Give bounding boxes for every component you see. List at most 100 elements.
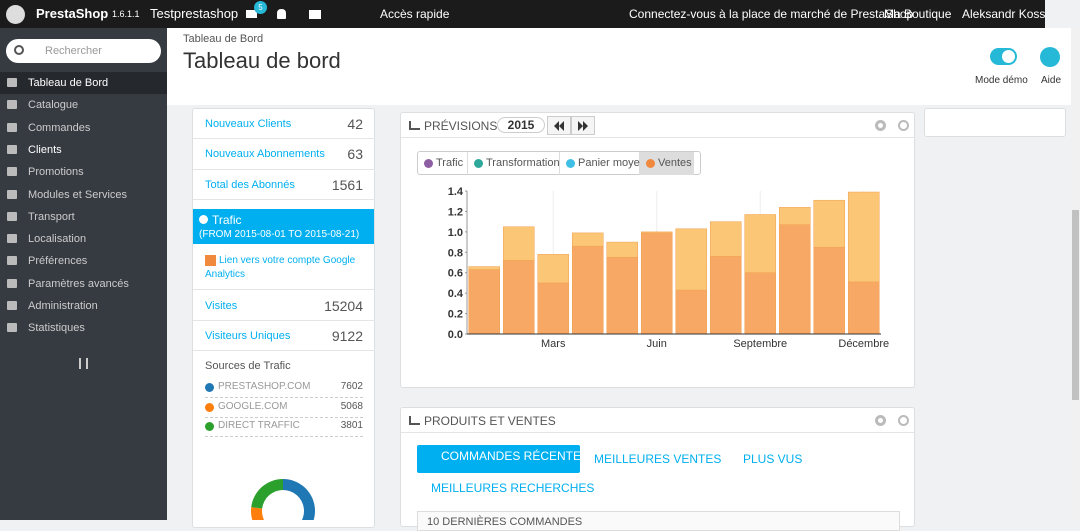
stat-label[interactable]: Total des Abonnés xyxy=(205,178,295,191)
marketplace-link[interactable]: Connectez-vous à la place de marché de P… xyxy=(629,7,914,21)
menu-item[interactable]: Administration xyxy=(0,295,167,317)
year: 2015 xyxy=(497,117,545,133)
stat-label[interactable]: Nouveaux Abonnements xyxy=(205,148,325,161)
refresh-icon[interactable] xyxy=(898,120,909,131)
menu-item[interactable]: Statistiques xyxy=(0,317,167,339)
traffic-title: Trafic xyxy=(212,213,242,227)
source-row: GOOGLE.COM 5068 xyxy=(205,399,363,418)
stat-value: 1561 xyxy=(331,176,363,193)
menu-item[interactable]: Localisation xyxy=(0,228,167,250)
page-header: Tableau de Bord Tableau de bord Mode dém… xyxy=(167,28,1080,105)
bar xyxy=(675,228,708,291)
menu-item[interactable]: Commandes xyxy=(0,117,167,139)
menu-icon xyxy=(7,100,17,110)
tab[interactable]: PLUS VUS xyxy=(743,452,803,466)
legend-item[interactable]: Ventes xyxy=(640,152,694,175)
message-icon[interactable] xyxy=(309,10,321,19)
traffic-label[interactable]: Visiteurs Uniques xyxy=(205,330,291,342)
brand[interactable]: PrestaShop xyxy=(36,6,109,21)
top-bar: PrestaShop 1.6.1.1 Testprestashop 5 Accè… xyxy=(0,0,1045,28)
customer-icon[interactable] xyxy=(277,9,286,19)
traffic-donut xyxy=(251,479,315,520)
menu-item[interactable]: Clients xyxy=(0,139,167,161)
cart-badge: 5 xyxy=(254,1,267,14)
search-box[interactable]: Rechercher xyxy=(6,39,161,63)
menu-label: Paramètres avancés xyxy=(28,277,129,290)
menu-item[interactable]: Promotions xyxy=(0,161,167,183)
sidebar: Rechercher Tableau de Bord Catalogue Comma… xyxy=(0,28,167,520)
menu-icon xyxy=(7,189,17,199)
menu-item[interactable]: Préférences xyxy=(0,250,167,272)
bar xyxy=(675,289,708,335)
forecast-title: PRÉVISIONS xyxy=(424,119,498,133)
bar xyxy=(502,260,535,335)
demo-label: Mode démo xyxy=(975,75,1028,86)
menu-label: Catalogue xyxy=(28,99,79,112)
bar xyxy=(502,226,535,261)
menu-icon xyxy=(7,211,17,221)
help-label[interactable]: Aide xyxy=(1041,75,1062,86)
y-tick-label: 0.6 xyxy=(448,268,463,280)
tab[interactable]: MEILLEURES VENTES xyxy=(594,452,722,466)
bar xyxy=(537,282,570,335)
legend-item[interactable]: Trafic xyxy=(418,152,468,175)
help-icon[interactable] xyxy=(1040,47,1060,67)
cart-icon[interactable] xyxy=(246,10,257,18)
user-menu[interactable]: Aleksandr Koss xyxy=(962,7,1046,21)
source-dot xyxy=(205,383,214,392)
menu-label: Promotions xyxy=(28,166,84,179)
bar xyxy=(744,214,777,273)
tab[interactable]: MEILLEURES RECHERCHES xyxy=(431,481,595,495)
chart-icon xyxy=(409,416,420,425)
menu: Tableau de Bord Catalogue Commandes Clients… xyxy=(0,72,167,372)
traffic-row: Visites 15204 xyxy=(193,291,375,321)
y-tick-label: 0.2 xyxy=(448,309,463,321)
forecast-chart: 0.0 0.2 0.4 0.6 0.8 1.0 1.2 1.4 Mars Juin Septembr… xyxy=(448,186,889,350)
config-icon[interactable] xyxy=(875,415,886,426)
active-tab-bg xyxy=(417,445,580,473)
x-tick-label: Décembre xyxy=(838,338,889,350)
config-icon[interactable] xyxy=(875,120,886,131)
legend-item[interactable]: Panier moyen xyxy=(560,152,646,175)
my-shop[interactable]: Ma Boutique xyxy=(884,7,952,21)
quick-access[interactable]: Accès rapide xyxy=(380,7,450,21)
stat-row: Nouveaux Clients 42 xyxy=(193,109,375,140)
legend-item[interactable]: Transformation xyxy=(468,152,560,175)
scroll-thumb[interactable] xyxy=(1072,210,1079,400)
bar xyxy=(778,224,811,335)
ga-link[interactable]: Lien vers votre compte Google Analytics xyxy=(205,255,356,280)
bar xyxy=(640,232,673,335)
version: 1.6.1.1 xyxy=(112,9,140,19)
refresh-icon[interactable] xyxy=(898,415,909,426)
demo-toggle[interactable] xyxy=(990,48,1017,65)
tab[interactable]: COMMANDES RÉCENTES xyxy=(441,449,590,463)
menu-item[interactable]: Catalogue xyxy=(0,94,167,116)
year-nav xyxy=(547,116,595,135)
bar xyxy=(468,266,501,270)
menu-item[interactable]: Tableau de Bord xyxy=(0,72,167,94)
y-tick-label: 0.8 xyxy=(448,247,463,259)
scrollbar xyxy=(1071,28,1080,520)
collapse-icon[interactable] xyxy=(79,358,88,369)
legend-label: Trafic xyxy=(436,157,464,169)
x-tick-label: Septembre xyxy=(733,338,787,350)
traffic-label[interactable]: Visites xyxy=(205,300,238,312)
menu-item[interactable]: Modules et Services xyxy=(0,184,167,206)
page-title: Tableau de bord xyxy=(183,48,341,73)
y-tick-label: 1.0 xyxy=(448,227,463,239)
source-value: 7602 xyxy=(340,381,363,392)
bar xyxy=(709,221,742,257)
menu-item[interactable]: Paramètres avancés xyxy=(0,273,167,295)
traffic-value: 9122 xyxy=(331,328,363,344)
source-name: PRESTASHOP.COM xyxy=(218,381,311,392)
panel-heading: PRODUITS ET VENTES xyxy=(401,408,914,433)
stat-label[interactable]: Nouveaux Clients xyxy=(205,118,292,130)
logo xyxy=(6,5,25,24)
source-value: 5068 xyxy=(340,400,363,412)
shop-name[interactable]: Testprestashop xyxy=(150,6,239,21)
menu-label: Préférences xyxy=(28,255,88,268)
menu-item[interactable]: Transport xyxy=(0,206,167,228)
bar xyxy=(606,257,639,335)
breadcrumb[interactable]: Tableau de Bord xyxy=(183,33,264,45)
customers-panel: Trafic (FROM 2015-08-01 TO 2015-08-21) L… xyxy=(192,108,375,528)
